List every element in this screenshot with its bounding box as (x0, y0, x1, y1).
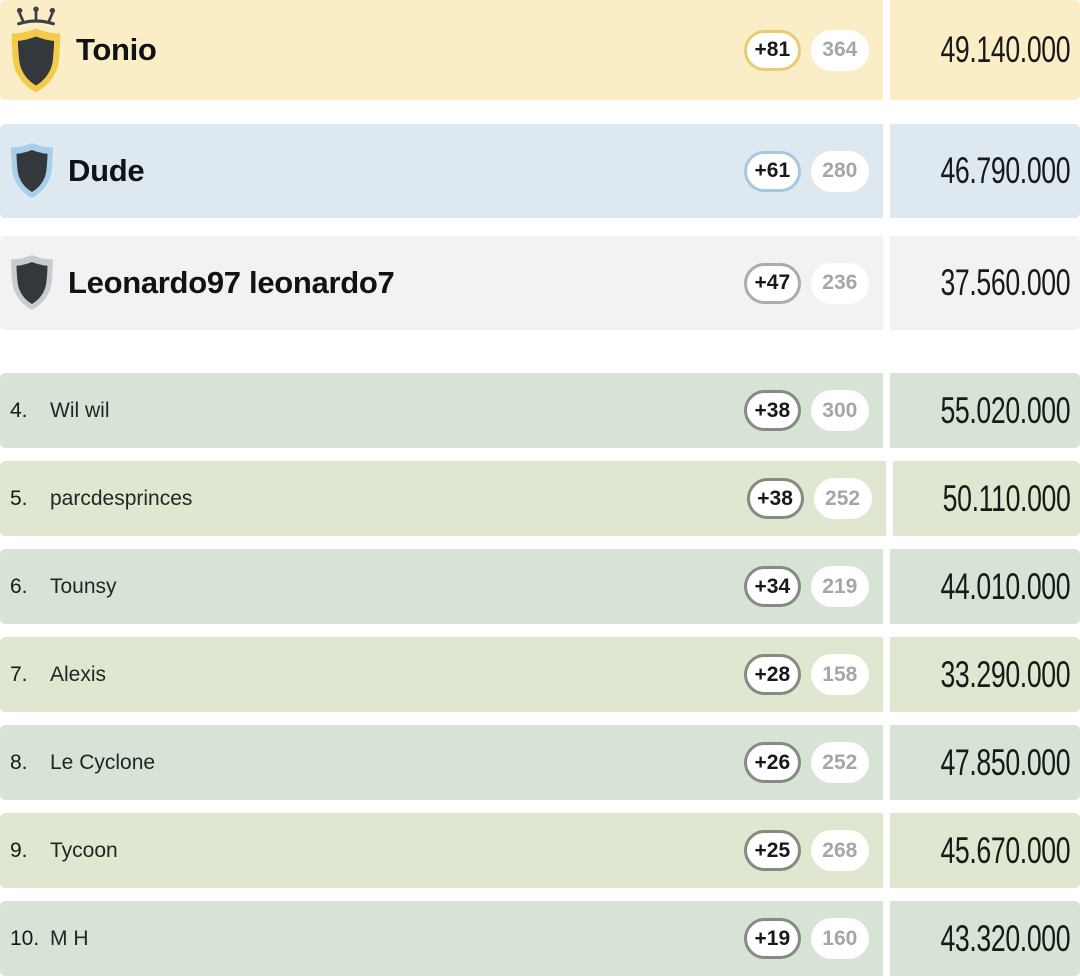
score-column: 50.110.000 (885, 461, 1080, 536)
row-main: Leonardo97 leonardo7 +47 236 (0, 236, 883, 330)
score-column: 47.850.000 (882, 725, 1080, 800)
shield-icon (11, 143, 53, 198)
rank-number: 5. (10, 486, 28, 510)
gain-badge: +34 (743, 566, 801, 607)
player-name: parcdesprinces (50, 486, 193, 510)
rank-shield (8, 5, 64, 95)
score-column: 55.020.000 (882, 373, 1080, 448)
count-badge: 364 (810, 29, 869, 71)
score-value: 33.290.000 (940, 653, 1070, 695)
score-column: 37.560.000 (882, 236, 1080, 330)
score-value: 37.560.000 (940, 262, 1070, 303)
count-badge: 280 (810, 150, 869, 192)
rank-shield (8, 254, 56, 312)
leaderboard-row[interactable]: Tonio +81 364 49.140.000 (0, 0, 1080, 100)
gain-badge: +28 (743, 654, 801, 695)
leaderboard-row[interactable]: 9. Tycoon +25 268 45.670.000 (0, 813, 1080, 888)
gain-badge: +19 (743, 918, 801, 959)
row-main: 7. Alexis +28 158 (0, 637, 883, 712)
count-badge: 160 (810, 918, 869, 959)
rank-number: 6. (10, 574, 28, 598)
player-name: Alexis (50, 662, 107, 686)
gain-badge: +81 (743, 29, 801, 71)
count-badge: 158 (810, 654, 869, 695)
count-badge: 236 (810, 262, 869, 304)
score-value: 55.020.000 (940, 389, 1070, 431)
player-name: Tonio (76, 32, 157, 67)
count-badge: 219 (810, 566, 869, 607)
count-badge: 252 (810, 742, 869, 783)
rank-number: 8. (10, 750, 28, 774)
player-name: Tycoon (50, 838, 118, 862)
shield-icon (11, 27, 61, 92)
rank-number: 10. (10, 926, 40, 950)
score-column: 33.290.000 (882, 637, 1080, 712)
score-column: 43.320.000 (882, 901, 1080, 976)
rank-shield (8, 142, 56, 200)
score-column: 46.790.000 (882, 124, 1080, 218)
count-badge: 268 (810, 830, 869, 871)
gain-badge: +47 (743, 262, 801, 304)
row-main: 5. parcdesprinces +38 252 (0, 461, 886, 536)
player-name: M H (50, 926, 89, 950)
count-badge: 252 (813, 478, 872, 519)
player-name: Dude (68, 153, 145, 188)
rank-number: 4. (10, 398, 28, 422)
gain-badge: +61 (743, 150, 801, 192)
crown-icon (16, 5, 56, 25)
gain-badge: +26 (743, 742, 801, 783)
row-main: 6. Tounsy +34 219 (0, 549, 883, 624)
gain-badge: +38 (743, 390, 801, 431)
row-main: 4. Wil wil +38 300 (0, 373, 883, 448)
rank-number: 9. (10, 838, 28, 862)
player-name: Le Cyclone (50, 750, 156, 774)
score-value: 50.110.000 (942, 477, 1070, 519)
score-column: 44.010.000 (882, 549, 1080, 624)
score-column: 45.670.000 (882, 813, 1080, 888)
leaderboard-row[interactable]: 4. Wil wil +38 300 55.020.000 (0, 373, 1080, 448)
gain-badge: +38 (746, 478, 804, 519)
player-name: Wil wil (50, 398, 110, 422)
score-value: 44.010.000 (940, 565, 1070, 607)
score-value: 43.320.000 (940, 917, 1070, 959)
score-value: 46.790.000 (940, 150, 1070, 191)
leaderboard-row[interactable]: 5. parcdesprinces +38 252 50.110.000 (0, 461, 1080, 536)
player-name: Tounsy (50, 574, 117, 598)
leaderboard-row[interactable]: Leonardo97 leonardo7 +47 236 37.560.000 (0, 236, 1080, 330)
score-column: 49.140.000 (882, 0, 1080, 100)
score-value: 47.850.000 (940, 741, 1070, 783)
row-main: Tonio +81 364 (0, 0, 883, 100)
score-value: 49.140.000 (940, 29, 1070, 70)
row-main: 8. Le Cyclone +26 252 (0, 725, 883, 800)
leaderboard-row[interactable]: 8. Le Cyclone +26 252 47.850.000 (0, 725, 1080, 800)
row-main: 9. Tycoon +25 268 (0, 813, 883, 888)
count-badge: 300 (810, 390, 869, 431)
player-name: Leonardo97 leonardo7 (68, 265, 395, 300)
leaderboard-row[interactable]: Dude +61 280 46.790.000 (0, 124, 1080, 218)
leaderboard-row[interactable]: 6. Tounsy +34 219 44.010.000 (0, 549, 1080, 624)
score-value: 45.670.000 (940, 829, 1070, 871)
shield-icon (11, 255, 53, 310)
leaderboard-row[interactable]: 7. Alexis +28 158 33.290.000 (0, 637, 1080, 712)
row-main: Dude +61 280 (0, 124, 883, 218)
leaderboard-row[interactable]: 10. M H +19 160 43.320.000 (0, 901, 1080, 976)
rank-number: 7. (10, 662, 28, 686)
gain-badge: +25 (743, 830, 801, 871)
row-main: 10. M H +19 160 (0, 901, 883, 976)
